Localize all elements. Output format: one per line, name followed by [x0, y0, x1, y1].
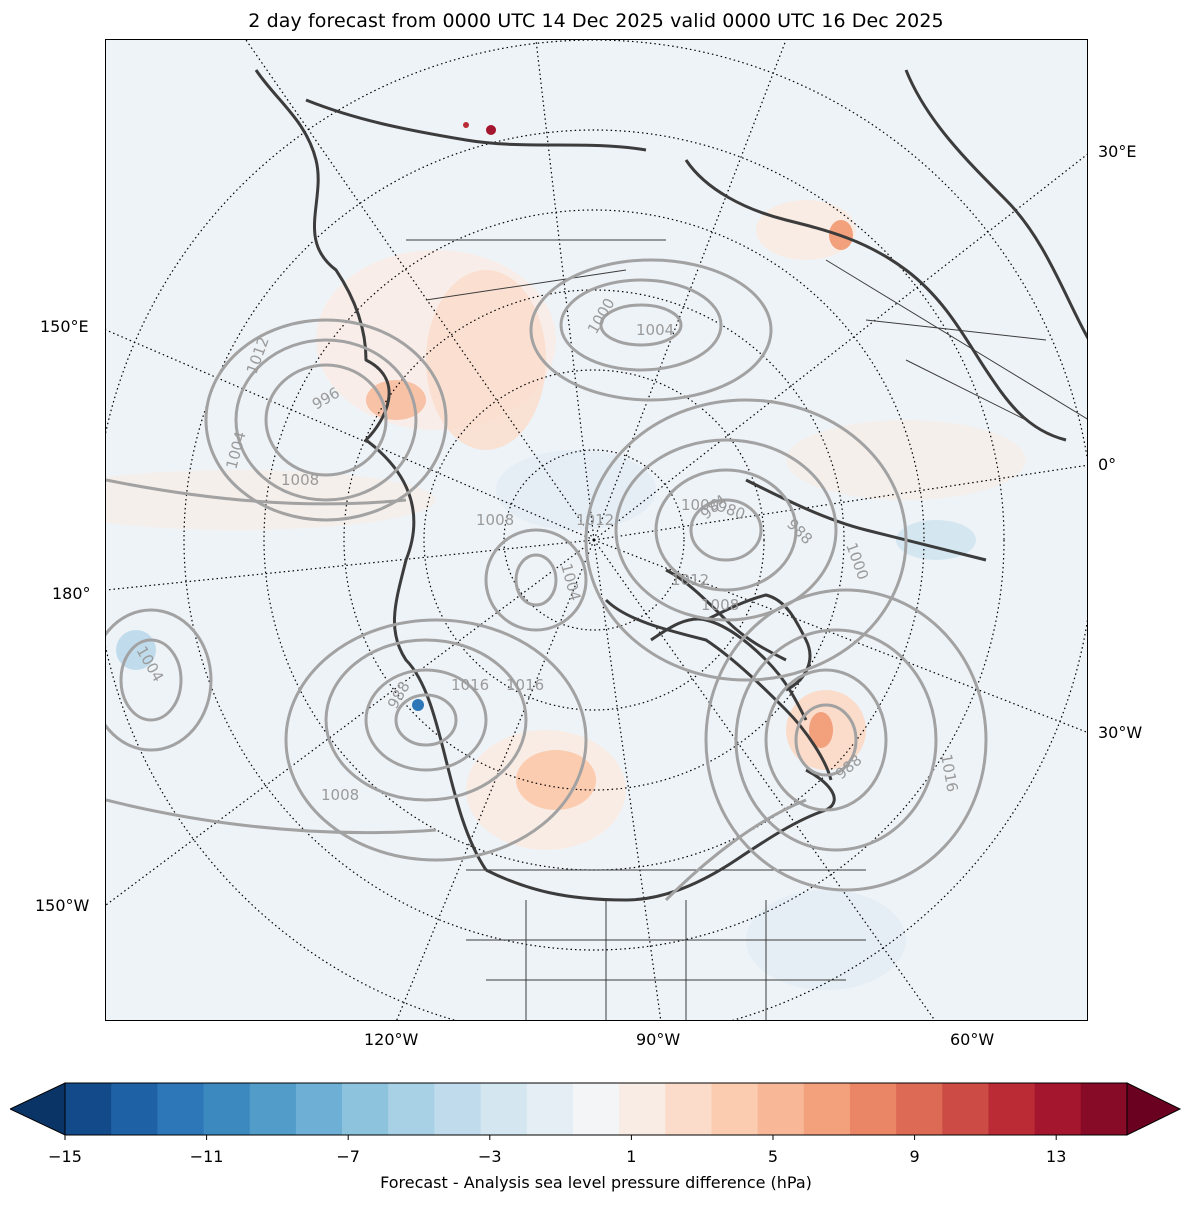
- colorbar-label: Forecast - Analysis sea level pressure d…: [380, 1173, 812, 1192]
- chart-title: 2 day forecast from 0000 UTC 14 Dec 2025…: [248, 10, 944, 32]
- colorbar-tick-label: 9: [909, 1147, 920, 1166]
- colorbar-segment: [757, 1083, 805, 1135]
- colorbar-tick-label: −7: [336, 1147, 360, 1166]
- colorbar-segment: [896, 1083, 943, 1135]
- isobar-label: 1000: [681, 496, 719, 514]
- isobar-label: 1016: [451, 676, 489, 694]
- colorbar-tick-label: −3: [478, 1147, 502, 1166]
- colorbar-tick-label: 13: [1046, 1147, 1067, 1166]
- isobar-label: 1008: [701, 596, 739, 614]
- isobar-label: 988: [783, 515, 816, 548]
- country-borders: [406, 239, 1087, 1020]
- colorbar-segment: [988, 1083, 1036, 1135]
- colorbar-extend-min: [8, 1082, 66, 1136]
- isobar-label: 980: [715, 497, 748, 524]
- isobar-label: 1008: [476, 511, 514, 529]
- colorbar-svg: [8, 1082, 1182, 1140]
- colorbar-tick-label: 1: [626, 1147, 637, 1166]
- isobar-label: 1012: [243, 334, 273, 376]
- isobar-label: 1000: [842, 540, 872, 582]
- colorbar-segment: [65, 1083, 112, 1135]
- colorbar-segment: [434, 1083, 482, 1135]
- colorbar-segment: [711, 1083, 759, 1135]
- lon-label-150w: 150°W: [35, 896, 90, 915]
- isobar-label: 988: [384, 678, 414, 712]
- coastlines: [254, 69, 1087, 902]
- colorbar-segment: [249, 1083, 297, 1135]
- lon-label-90w: 90°W: [636, 1030, 681, 1049]
- isobars: [106, 258, 988, 902]
- colorbar-segment: [111, 1083, 158, 1135]
- colorbar-segment: [388, 1083, 435, 1135]
- isobar-label: 1016: [937, 753, 961, 794]
- lon-label-30w: 30°W: [1098, 723, 1143, 742]
- lon-label-0: 0°: [1098, 455, 1117, 474]
- colorbar-segment: [295, 1083, 343, 1135]
- colorbar-segment: [480, 1083, 528, 1135]
- colorbar-segment: [1080, 1083, 1128, 1135]
- lon-label-30e: 30°E: [1098, 142, 1137, 161]
- isobar-label: 1016: [506, 676, 544, 694]
- isobar-label: 1012: [576, 511, 614, 529]
- colorbar-segment: [526, 1083, 574, 1135]
- colorbar-segment: [572, 1083, 620, 1135]
- colorbar-tick-label: 5: [767, 1147, 779, 1166]
- lon-label-150e: 150°E: [40, 317, 89, 336]
- isobar-label: 1004: [222, 429, 249, 471]
- polar-map: 1012 996 1004 1008 1000 1004 1008 1012 1004 1000 9…: [105, 39, 1088, 1021]
- colorbar: [8, 1082, 1182, 1142]
- colorbar-tick-label: −11: [189, 1147, 224, 1166]
- lon-label-180: 180°: [52, 584, 91, 603]
- colorbar-segment: [157, 1083, 205, 1135]
- isobar-label: 1000: [584, 295, 619, 337]
- colorbar-segment: [942, 1083, 989, 1135]
- isobar-label: 1012: [671, 571, 709, 589]
- colorbar-segment: [342, 1083, 389, 1135]
- isobar-label: 1004: [636, 321, 674, 339]
- colorbar-segment: [1034, 1083, 1082, 1135]
- isobar-label: 1008: [321, 786, 359, 804]
- graticule: [106, 40, 1087, 1020]
- isobar-label: 1008: [281, 471, 319, 489]
- colorbar-outline: [64, 1082, 1128, 1136]
- colorbar-segment: [665, 1083, 712, 1135]
- difference-shading: [106, 122, 1026, 990]
- lon-label-120w: 120°W: [364, 1030, 419, 1049]
- lon-label-60w: 60°W: [950, 1030, 995, 1049]
- colorbar-extend-max: [1126, 1082, 1182, 1136]
- colorbar-segment: [619, 1083, 666, 1135]
- colorbar-segment: [203, 1083, 251, 1135]
- colorbar-segment: [849, 1083, 897, 1135]
- isobar-label: 1004: [557, 561, 584, 603]
- colorbar-tick-label: −15: [48, 1147, 82, 1166]
- colorbar-segment: [803, 1083, 851, 1135]
